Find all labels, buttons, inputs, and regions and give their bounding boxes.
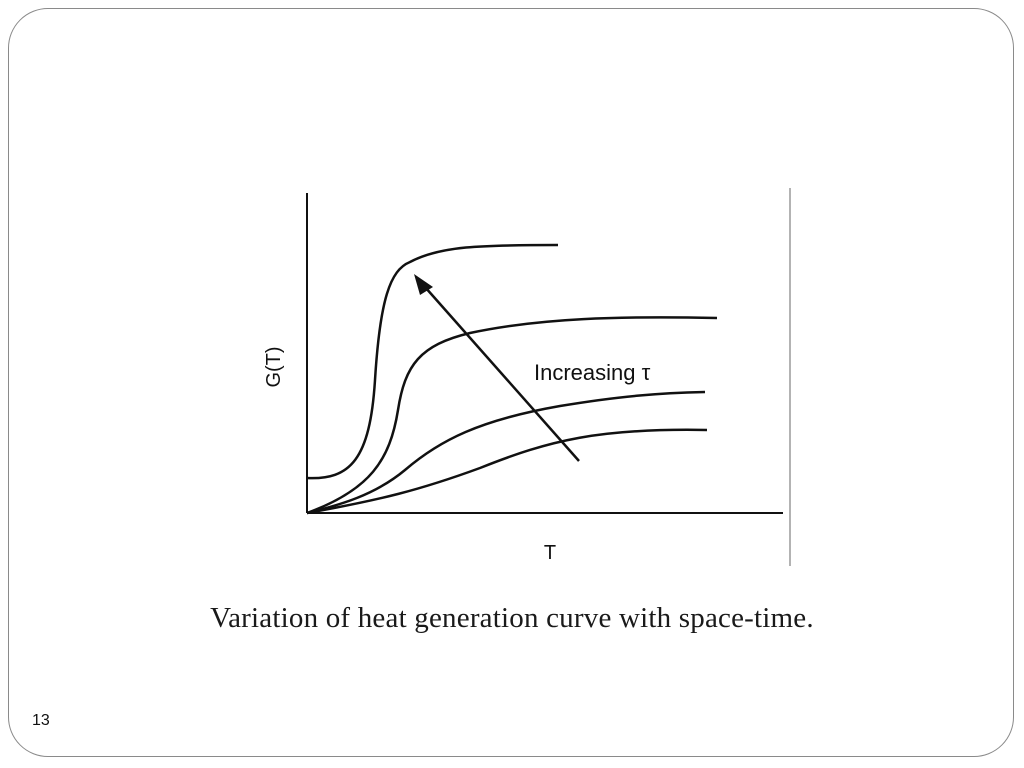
- annotation-increasing-tau: Increasing τ: [534, 360, 651, 385]
- curve-2: [306, 390, 706, 515]
- y-axis-label: G(T): [263, 346, 285, 387]
- slide-caption: Variation of heat generation curve with …: [210, 602, 814, 634]
- curve-4: [306, 243, 559, 480]
- curve-1: [306, 428, 708, 515]
- curve-3: [306, 316, 718, 515]
- x-axis-label: T: [544, 542, 556, 564]
- arrowhead-icon: [414, 274, 433, 295]
- increasing-tau-arrow: [424, 286, 580, 462]
- page-number: 13: [32, 712, 50, 729]
